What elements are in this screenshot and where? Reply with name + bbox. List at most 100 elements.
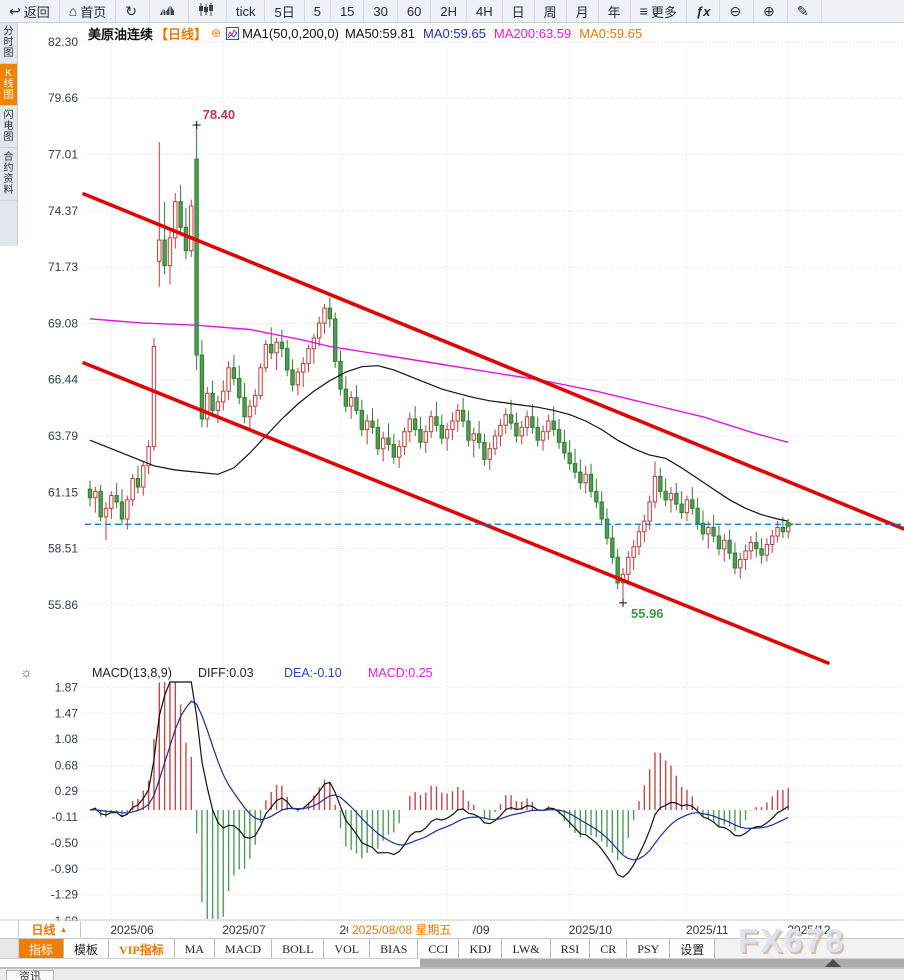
svg-text:0.68: 0.68	[55, 758, 79, 772]
h4-button[interactable]: 4H	[467, 0, 503, 22]
svg-text:58.51: 58.51	[48, 542, 78, 556]
ma200-value: MA200:63.59	[493, 25, 572, 41]
tab-KDJ[interactable]: KDJ	[459, 939, 503, 959]
min60-button[interactable]: 60	[398, 0, 432, 22]
ma0-orange-value: MA0:59.65	[579, 25, 643, 41]
tab-CCI[interactable]: CCI	[418, 939, 460, 959]
tab-模板[interactable]: 模板	[64, 939, 110, 959]
macd-name: MACD(13,8,9)	[92, 666, 172, 680]
high-cross-marker	[192, 121, 201, 130]
tab-RSI[interactable]: RSI	[550, 939, 591, 959]
tab-BIAS[interactable]: BIAS	[370, 939, 419, 959]
sidebar-item-contract-info[interactable]: 合约资料	[0, 148, 17, 201]
tab-BOLL[interactable]: BOLL	[272, 939, 325, 959]
tab-CR[interactable]: CR	[590, 939, 628, 959]
tab-设置[interactable]: 设置	[670, 939, 716, 959]
min30-button[interactable]: 30	[364, 0, 398, 22]
indicator-tabs-row: 指标 模板 VIP指标 MA MACD BOLL VOL BIAS CCI KDJ LW& RSI CR…	[0, 938, 904, 959]
tab-VIP指标[interactable]: VIP指标	[109, 939, 175, 959]
day-button[interactable]: 日	[503, 0, 535, 22]
tab-LW&[interactable]: LW&	[502, 939, 551, 959]
horizontal-scrollbar[interactable]	[0, 958, 904, 968]
svg-text:1.08: 1.08	[55, 732, 79, 746]
svg-text:1.87: 1.87	[55, 680, 79, 694]
zoom-in-icon: ⊕	[763, 2, 775, 19]
svg-text:0.29: 0.29	[55, 784, 79, 798]
tab-VOL[interactable]: VOL	[324, 939, 371, 959]
svg-text:66.44: 66.44	[48, 373, 78, 387]
candle-chart-button[interactable]	[189, 0, 227, 22]
sidebar-item-flash-chart[interactable]: 闪电图	[0, 106, 17, 148]
svg-text:55.86: 55.86	[48, 598, 78, 612]
svg-text:61.15: 61.15	[48, 485, 78, 499]
pencil-icon: ✎	[796, 2, 809, 19]
ma50-value: MA50:59.81	[344, 25, 416, 41]
min15-button[interactable]: 15	[331, 0, 365, 22]
area-chart-button[interactable]	[150, 0, 189, 22]
high-annotation: 78.40	[203, 107, 236, 122]
svg-text:63.79: 63.79	[48, 429, 78, 443]
menu-icon: ≡	[639, 3, 648, 19]
year-button[interactable]: 年	[599, 0, 631, 22]
zoom-out-button[interactable]: ⊖	[720, 0, 755, 22]
candles-group	[87, 125, 791, 603]
news-tab[interactable]: 资讯	[6, 970, 54, 980]
svg-text:71.73: 71.73	[48, 260, 78, 274]
refresh-button[interactable]: ↻	[116, 0, 150, 22]
5day-button[interactable]: 5日	[265, 0, 305, 22]
scrollbar-arrow-icon	[825, 959, 841, 967]
week-button[interactable]: 周	[535, 0, 567, 22]
home-button[interactable]: ⌂ 首页	[60, 0, 117, 22]
sidebar-item-time-chart[interactable]: 分时图	[0, 22, 17, 64]
zoom-in-button[interactable]: ⊕	[754, 0, 788, 22]
bottom-status-bar: 资讯	[0, 968, 904, 980]
tab-PSY[interactable]: PSY	[627, 939, 671, 959]
macd-settings-icon: ☼	[20, 664, 33, 680]
refresh-icon: ↻	[125, 2, 137, 19]
h2-button[interactable]: 2H	[431, 0, 467, 22]
period-selector[interactable]: 日线 ▲	[18, 921, 81, 937]
fx678-watermark: FX678	[738, 922, 846, 959]
macd-diff-value: DIFF:0.03	[198, 666, 254, 680]
tab-MACD[interactable]: MACD	[215, 939, 273, 959]
macd-dea-line	[89, 700, 789, 861]
svg-text:-1.29: -1.29	[51, 888, 79, 902]
mini-chart-icon	[226, 26, 240, 40]
more-button[interactable]: ≡ 更多	[631, 0, 687, 22]
back-arrow-icon: ↩	[9, 2, 21, 19]
date-tooltip-bg	[348, 922, 472, 937]
tab-指标[interactable]: 指标	[19, 939, 65, 959]
chart-title-row: 美原油连续 【日线】 ⊕ MA1(50,0,200,0) MA50:59.81 MA0:5…	[88, 25, 643, 42]
macd-diff-line	[89, 681, 789, 878]
draw-button[interactable]: ✎	[788, 0, 822, 22]
min5-button[interactable]: 5	[305, 0, 331, 22]
fx-button[interactable]: ƒx	[687, 0, 721, 22]
tab-MA[interactable]: MA	[174, 939, 216, 959]
symbol-name: 美原油连续	[88, 26, 154, 42]
svg-text:79.66: 79.66	[48, 91, 78, 105]
chart-canvas[interactable]: 82.30 79.66 77.01 74.37 71.73 69.08 66.44 63.79…	[0, 22, 904, 938]
macd-macd-value: MACD:0.25	[368, 666, 433, 680]
low-cross-marker	[619, 598, 627, 607]
ma-settings-label: MA1(50,0,200,0)	[242, 25, 339, 41]
channel-upper[interactable]	[82, 192, 904, 531]
svg-text:-0.50: -0.50	[51, 836, 79, 850]
back-button[interactable]: ↩ 返回	[0, 0, 60, 22]
svg-text:2025/06: 2025/06	[110, 923, 154, 937]
channel-lower[interactable]	[82, 361, 830, 665]
tick-button[interactable]: tick	[227, 0, 266, 22]
svg-text:2025/10: 2025/10	[569, 923, 613, 937]
svg-text:-0.11: -0.11	[52, 810, 79, 824]
home-icon: ⌂	[68, 3, 78, 19]
date-tooltip: 2025/08/08 星期五	[352, 923, 451, 937]
top-toolbar: ↩ 返回 ⌂ 首页 ↻ tick 5日 5 15 30 60 2H 4H 日周月年 ≡ 更多 ƒx ⊖ ⊕ ✎	[0, 0, 904, 23]
month-button[interactable]: 月	[567, 0, 599, 22]
scrollbar-thumb[interactable]	[420, 959, 904, 967]
add-indicator-icon[interactable]: ⊕	[211, 26, 222, 40]
svg-text:74.37: 74.37	[48, 204, 78, 218]
svg-text:2025/07: 2025/07	[222, 923, 266, 937]
ma50-line	[89, 365, 789, 522]
